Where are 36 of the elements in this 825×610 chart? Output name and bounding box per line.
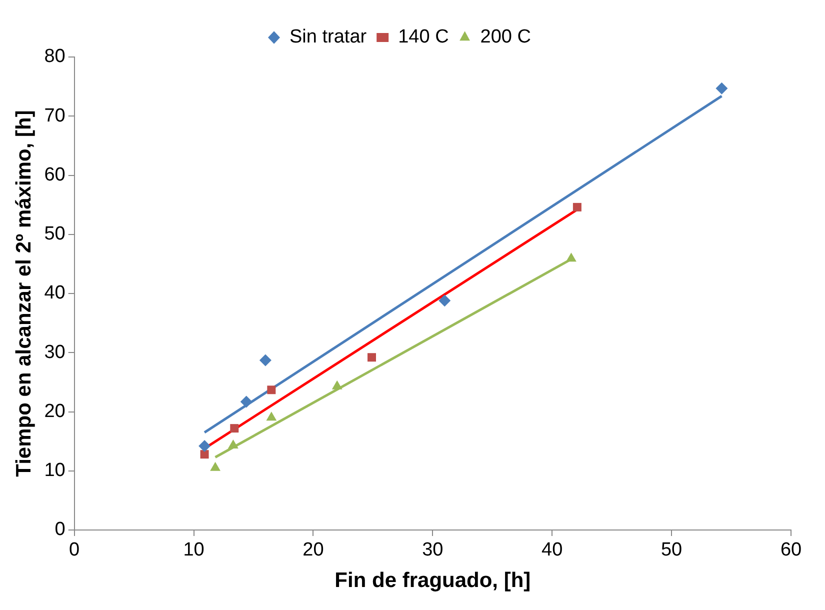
point xyxy=(210,462,220,471)
point xyxy=(368,353,376,362)
point xyxy=(267,386,276,394)
x-tick-label: 50 xyxy=(660,540,682,561)
point xyxy=(259,354,272,366)
x-tick-label: 10 xyxy=(183,540,204,561)
point xyxy=(566,252,576,262)
y-tick-label: 10 xyxy=(44,460,66,482)
y-tick-label: 40 xyxy=(44,282,66,304)
y-tick-label: 60 xyxy=(44,164,66,186)
point xyxy=(230,424,239,433)
y-tick-label: 20 xyxy=(44,400,66,422)
y-tick-label: 70 xyxy=(44,105,66,126)
y-tick-label: 30 xyxy=(44,342,66,363)
y-tick-label: 50 xyxy=(44,224,66,245)
x-tick-label: 40 xyxy=(542,540,563,561)
x-axis-title: Fin de fraguado, [h] xyxy=(334,569,531,592)
point xyxy=(198,440,211,452)
point xyxy=(266,412,277,421)
x-tick-label: 30 xyxy=(422,540,444,561)
y-tick-label: 0 xyxy=(54,519,66,540)
x-tick-label: 20 xyxy=(302,540,324,561)
point xyxy=(332,380,342,390)
x-tick-label: 0 xyxy=(69,540,80,561)
point xyxy=(572,202,582,212)
y-tick-label: 80 xyxy=(44,46,66,68)
point xyxy=(716,82,728,94)
point xyxy=(438,294,451,307)
legend-label: Sin tratar xyxy=(290,26,368,48)
x-tick-label: 60 xyxy=(780,540,802,561)
legend-label: 200 C xyxy=(480,26,531,48)
point xyxy=(228,439,238,448)
point xyxy=(200,450,209,459)
point xyxy=(240,396,252,408)
legend-label: 140 C xyxy=(398,26,449,48)
y-axis-title: Tiempo en alcanzar el 2º máximo, [h] xyxy=(12,110,36,477)
